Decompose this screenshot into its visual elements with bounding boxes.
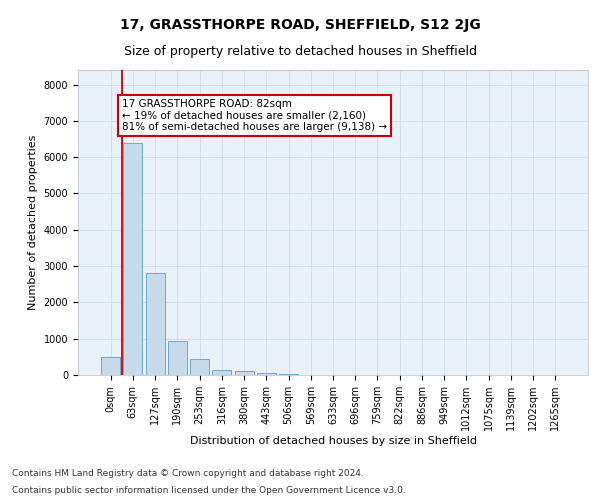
- Bar: [146, 274, 164, 375]
- Bar: [190, 360, 209, 375]
- Bar: [257, 373, 276, 375]
- X-axis label: Distribution of detached houses by size in Sheffield: Distribution of detached houses by size …: [190, 436, 476, 446]
- Bar: [101, 357, 120, 375]
- Bar: [212, 370, 231, 375]
- Bar: [124, 142, 142, 375]
- Text: Contains public sector information licensed under the Open Government Licence v3: Contains public sector information licen…: [12, 486, 406, 495]
- Bar: [235, 370, 254, 375]
- Text: Size of property relative to detached houses in Sheffield: Size of property relative to detached ho…: [124, 45, 476, 58]
- Text: 17, GRASSTHORPE ROAD, SHEFFIELD, S12 2JG: 17, GRASSTHORPE ROAD, SHEFFIELD, S12 2JG: [119, 18, 481, 32]
- Bar: [168, 340, 187, 375]
- Bar: [279, 374, 298, 375]
- Y-axis label: Number of detached properties: Number of detached properties: [28, 135, 38, 310]
- Text: 17 GRASSTHORPE ROAD: 82sqm
← 19% of detached houses are smaller (2,160)
81% of s: 17 GRASSTHORPE ROAD: 82sqm ← 19% of deta…: [122, 99, 387, 132]
- Text: Contains HM Land Registry data © Crown copyright and database right 2024.: Contains HM Land Registry data © Crown c…: [12, 468, 364, 477]
